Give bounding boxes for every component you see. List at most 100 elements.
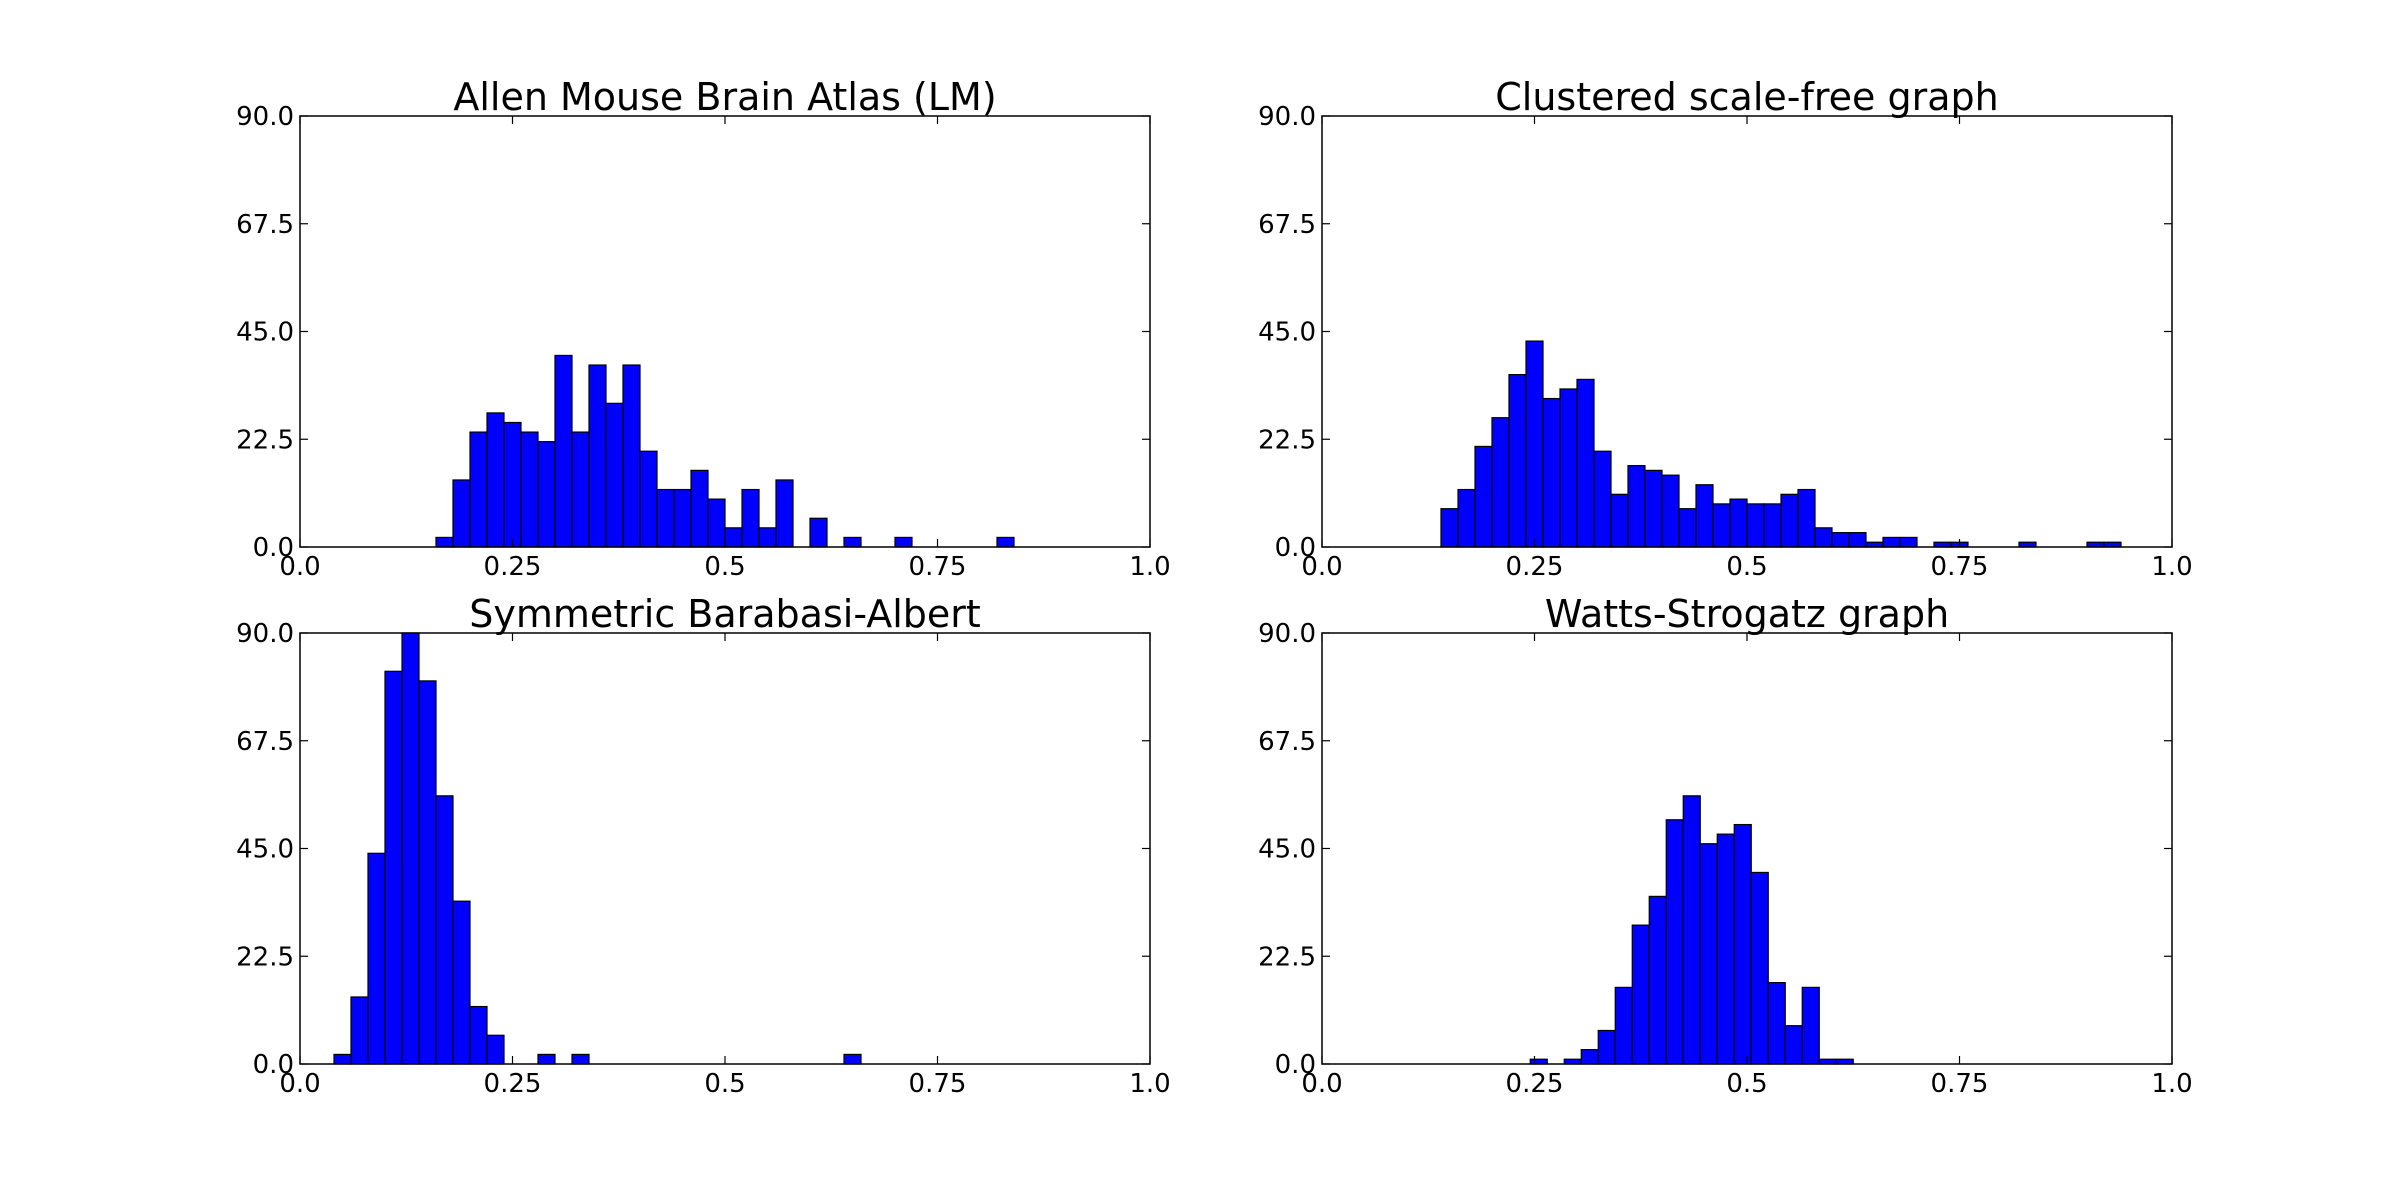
histogram-bar [1780, 493, 1799, 548]
x-tick-label-0-25: 0.25 [1506, 1069, 1564, 1099]
histogram-bar [996, 536, 1015, 548]
histogram-bar [1440, 508, 1459, 548]
y-tick-label-22-5: 22.5 [1258, 942, 1316, 972]
histogram-bar [418, 680, 437, 1065]
y-tick-label-0-0: 0.0 [1275, 1050, 1316, 1080]
x-tick-label-0-25: 0.25 [1506, 552, 1564, 582]
histogram-bar [486, 412, 505, 548]
histogram-bar [1750, 871, 1769, 1065]
histogram-bar [1882, 536, 1901, 548]
histogram-bar [1627, 464, 1646, 548]
y-tick-label-45-0: 45.0 [236, 318, 294, 348]
histogram-bar [1576, 378, 1595, 548]
histogram-bar [401, 632, 420, 1065]
histogram-bar [1491, 417, 1510, 548]
chart-title: Allen Mouse Brain Atlas (LM) [453, 75, 996, 119]
histogram-bar [1831, 532, 1850, 548]
histogram-bar [1508, 374, 1527, 548]
histogram-bar [622, 364, 641, 548]
x-tick-label-0-0: 0.0 [279, 1069, 320, 1099]
histogram-bar [1631, 924, 1650, 1065]
histogram-bar [1559, 388, 1578, 548]
histogram-bar [758, 527, 777, 548]
y-tick-label-90-0: 90.0 [1258, 619, 1316, 649]
histogram-bar [452, 479, 471, 548]
histogram-panel-1: 0.0 0.25 0.5 0.75 1.0 0.0 22.5 45.0 67.5 90.0 Alle… [236, 75, 1171, 582]
histogram-bar [367, 852, 386, 1065]
x-tick-label-0-75: 0.75 [909, 1069, 967, 1099]
y-tick-label-22-5: 22.5 [236, 425, 294, 455]
histogram-bar [1614, 986, 1633, 1065]
histogram-bar [554, 354, 573, 548]
chart-title: Clustered scale-free graph [1495, 75, 1998, 119]
histogram-bar [605, 402, 624, 548]
x-tick-label-0-0: 0.0 [1301, 1069, 1342, 1099]
histogram-bar [673, 488, 692, 548]
histogram-bar [1746, 503, 1765, 548]
histogram-bar [1699, 843, 1718, 1065]
y-tick-label-22-5: 22.5 [1258, 425, 1316, 455]
histogram-bar [707, 498, 726, 548]
histogram-bar [469, 431, 488, 548]
chart-title: Symmetric Barabasi-Albert [469, 592, 981, 636]
histogram-bar [690, 469, 709, 548]
histogram-bar [809, 517, 828, 548]
x-tick-label-0-25: 0.25 [484, 552, 542, 582]
histogram-bar [894, 536, 913, 548]
y-tick-label-67-5: 67.5 [236, 727, 294, 757]
y-tick-label-67-5: 67.5 [236, 210, 294, 240]
histogram-bar [1695, 484, 1714, 548]
histogram-bar [435, 536, 454, 548]
y-tick-label-90-0: 90.0 [1258, 102, 1316, 132]
histogram-bar [503, 421, 522, 548]
histogram-bar [656, 488, 675, 548]
histogram-bar [1457, 488, 1476, 548]
y-tick-label-0-0: 0.0 [253, 1050, 294, 1080]
y-tick-label-90-0: 90.0 [236, 619, 294, 649]
histogram-bar [520, 431, 539, 548]
histogram-bar [1678, 508, 1697, 548]
histogram-bar [1814, 527, 1833, 548]
histogram-bar [1525, 340, 1544, 548]
x-tick-label-0-0: 0.0 [279, 552, 320, 582]
y-tick-label-67-5: 67.5 [1258, 210, 1316, 240]
histogram-bar [435, 795, 454, 1065]
histogram-bar [1716, 833, 1735, 1065]
histogram-bar [1593, 450, 1612, 548]
histogram-bar [843, 536, 862, 548]
histogram-bar [571, 1053, 590, 1065]
histogram-bar [1474, 445, 1493, 548]
histogram-bar [775, 479, 794, 548]
histogram-bar [1797, 488, 1816, 548]
x-tick-label-1-0: 1.0 [2151, 552, 2192, 582]
histogram-bar [639, 450, 658, 548]
histogram-bar [1682, 795, 1701, 1065]
histogram-bar [1644, 469, 1663, 548]
histogram-bar [1784, 1025, 1803, 1065]
x-tick-label-0-5: 0.5 [704, 552, 745, 582]
histogram-bar [350, 996, 369, 1065]
histogram-bar [1610, 493, 1629, 548]
histogram-bar [1648, 895, 1667, 1065]
x-tick-label-0-75: 0.75 [1931, 552, 1989, 582]
y-tick-label-0-0: 0.0 [1275, 533, 1316, 563]
x-tick-label-1-0: 1.0 [2151, 1069, 2192, 1099]
histogram-bar [1733, 823, 1752, 1065]
histogram-bar [724, 527, 743, 548]
x-tick-label-0-75: 0.75 [909, 552, 967, 582]
x-tick-label-1-0: 1.0 [1129, 552, 1170, 582]
histogram-panel-4: 0.0 0.25 0.5 0.75 1.0 0.0 22.5 45.0 67.5 90.0 Watt… [1258, 592, 2193, 1099]
histogram-bar [843, 1053, 862, 1065]
histogram-bar [537, 441, 556, 548]
histogram-bar [1848, 532, 1867, 548]
x-tick-label-0-25: 0.25 [484, 1069, 542, 1099]
histogram-bar [1801, 986, 1820, 1065]
histogram-bar [1597, 1029, 1616, 1065]
histogram-bar [1580, 1049, 1599, 1065]
histogram-bar [1763, 503, 1782, 548]
histogram-bar [1712, 503, 1731, 548]
x-tick-label-0-5: 0.5 [1726, 1069, 1767, 1099]
y-tick-label-45-0: 45.0 [236, 835, 294, 865]
x-tick-label-1-0: 1.0 [1129, 1069, 1170, 1099]
